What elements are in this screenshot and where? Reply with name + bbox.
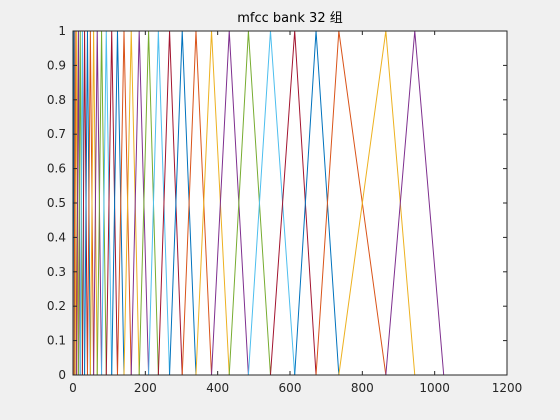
- y-tick-label: 0.6: [47, 162, 66, 176]
- x-tick-label: 400: [206, 381, 229, 395]
- x-axis: 0 200 400 600 800 1000 1200: [69, 31, 522, 395]
- x-tick-label: 1200: [492, 381, 523, 395]
- y-axis: 0 0.1 0.2 0.3 0.4 0.5 0.6 0.7 0.8 0.9 1: [47, 24, 507, 382]
- y-tick-label: 0.5: [47, 196, 66, 210]
- x-tick-label: 0: [69, 381, 77, 395]
- plot-area: [73, 31, 507, 375]
- y-tick-label: 0.3: [47, 265, 66, 279]
- x-tick-label: 1000: [419, 381, 450, 395]
- y-tick-label: 0.9: [47, 58, 66, 72]
- y-tick-label: 0.1: [47, 334, 66, 348]
- y-tick-label: 0: [58, 368, 66, 382]
- y-tick-label: 0.2: [47, 299, 66, 313]
- x-tick-label: 800: [351, 381, 374, 395]
- y-tick-label: 1: [58, 24, 66, 38]
- y-tick-label: 0.8: [47, 93, 66, 107]
- x-tick-label: 600: [279, 381, 302, 395]
- y-tick-label: 0.7: [47, 127, 66, 141]
- x-tick-label: 200: [134, 381, 157, 395]
- y-tick-label: 0.4: [47, 230, 66, 244]
- chart-title: mfcc bank 32 组: [237, 11, 342, 26]
